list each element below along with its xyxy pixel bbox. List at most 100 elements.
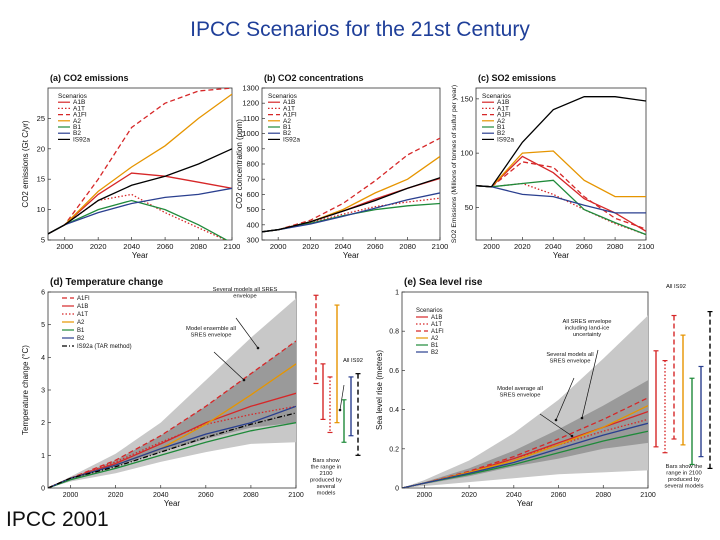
- annotation-text: produced by: [668, 477, 700, 483]
- annotation-arrowhead: [338, 408, 342, 412]
- y-tick-label: 20: [37, 144, 45, 153]
- panel-title: (d) Temperature change: [50, 277, 164, 288]
- annotation-text: All IS92: [666, 284, 686, 290]
- y-tick-label: 1200: [242, 99, 259, 108]
- y-tick-label: 0.8: [389, 329, 399, 336]
- annotation-text: SRES envelope: [191, 333, 232, 339]
- x-tick-label: 2040: [123, 242, 140, 251]
- legend-label: B1: [497, 124, 505, 131]
- series-line-a1t: [476, 182, 646, 236]
- legend-label: IS92a: [497, 136, 514, 143]
- legend-label: A1B: [73, 99, 85, 106]
- y-tick-label: 2: [41, 420, 45, 427]
- envelope-inner: [48, 341, 296, 488]
- series-line-b1: [48, 422, 296, 488]
- y-tick-label: 0.4: [389, 407, 399, 414]
- annotation-text: 2100: [320, 471, 333, 477]
- annotation-text: several models: [665, 484, 704, 490]
- x-tick-label: 2000: [417, 492, 433, 499]
- legend-label: B1: [283, 124, 291, 131]
- annotation-text: the range in: [311, 465, 342, 471]
- x-tick-label: 2100: [432, 242, 449, 251]
- legend-label: B2: [283, 130, 291, 137]
- y-axis-label: Sea level rise (metres): [375, 350, 384, 430]
- annotation-text: models: [317, 491, 336, 497]
- y-tick-label: 3: [41, 388, 45, 395]
- chart-panel-b: (b) CO2 concentrations 2000 2020 2040 2060 20…: [235, 73, 448, 260]
- x-tick-label: 2020: [302, 242, 319, 251]
- annotation-text: Bars show: [312, 458, 340, 464]
- annotation-text: Several models all: [546, 352, 593, 358]
- annotation-text: Bars show the: [666, 464, 703, 470]
- y-axis-label: CO2 concentration (ppm): [235, 119, 244, 209]
- y-tick-label: 300: [246, 236, 259, 245]
- x-tick-label: 2020: [108, 492, 124, 499]
- annotation-text: All IS92: [343, 358, 363, 364]
- legend-label: B1: [73, 124, 81, 131]
- y-tick-label: 1: [41, 453, 45, 460]
- series-line-is92a: [476, 96, 646, 188]
- x-tick-label: 2080: [595, 492, 611, 499]
- legend-label: A2: [77, 320, 85, 326]
- legend-label: A1T: [283, 105, 295, 112]
- panel-title: (e) Sea level rise: [404, 277, 483, 288]
- x-tick-label: 2100: [638, 242, 655, 251]
- annotation-arrowhead: [242, 378, 246, 382]
- annotation-text: several: [317, 484, 336, 490]
- y-tick-label: 1100: [243, 114, 259, 123]
- legend-title: Scenarios: [268, 93, 298, 100]
- legend-label: B2: [431, 350, 439, 356]
- plot-area: [476, 96, 646, 236]
- envelope-outer: [48, 298, 296, 488]
- panel-title: (a) CO2 emissions: [50, 73, 129, 83]
- legend-label: B2: [77, 336, 85, 342]
- annotation-text: Model average all: [497, 386, 543, 392]
- legend-title: Scenarios: [482, 93, 512, 100]
- series-line-is92a: [48, 412, 296, 488]
- slide-credit: IPCC 2001: [6, 508, 109, 531]
- x-tick-label: 2000: [270, 242, 287, 251]
- legend-label: A1T: [431, 322, 442, 328]
- y-tick-label: 400: [246, 220, 259, 229]
- x-axis-label: Year: [164, 499, 181, 508]
- series-line-a1t: [402, 418, 648, 488]
- y-tick-label: 800: [246, 160, 259, 169]
- legend-label: A1FI: [431, 329, 444, 335]
- y-tick-label: 0: [41, 486, 45, 493]
- x-tick-label: 2080: [243, 492, 259, 499]
- legend-label: A1FI: [283, 112, 297, 119]
- annotation-text: Several models all SRES: [213, 287, 278, 293]
- x-axis-label: Year: [517, 499, 534, 508]
- y-tick-label: 15: [37, 175, 45, 184]
- x-tick-label: 2000: [483, 242, 500, 251]
- y-axis-label: SO2 Emissions (Millions of tonnes of sul…: [451, 85, 458, 243]
- y-tick-label: 700: [246, 175, 259, 184]
- series-line-b2: [402, 422, 648, 488]
- x-tick-label: 2000: [56, 242, 73, 251]
- annotation-text: including land-ice: [565, 326, 610, 332]
- annotation-arrowhead: [256, 346, 260, 350]
- plot-area: [402, 315, 648, 488]
- y-tick-label: 4: [41, 355, 45, 362]
- annotation-arrowhead: [580, 416, 584, 420]
- y-tick-label: 900: [246, 144, 259, 153]
- annotation-arrow: [339, 384, 345, 411]
- y-tick-label: 1000: [242, 129, 259, 138]
- legend-title: Scenarios: [58, 93, 88, 100]
- x-tick-label: 2020: [514, 242, 531, 251]
- legend-label: B2: [73, 130, 81, 137]
- y-tick-label: 150: [460, 94, 473, 103]
- chart-panel-e: (e) Sea level rise 2000 2020 2040 2060 2080 21…: [375, 277, 713, 508]
- x-tick-label: 2100: [640, 492, 656, 499]
- panel-title: (c) SO2 emissions: [478, 73, 556, 83]
- legend-label: A1T: [73, 105, 85, 112]
- legend-label: IS92a: [283, 136, 300, 143]
- y-tick-label: 10: [37, 205, 45, 214]
- annotation-arrow: [539, 413, 573, 437]
- legend-label: IS92a: [73, 136, 90, 143]
- plot-area: [262, 137, 440, 233]
- y-tick-label: 50: [465, 203, 473, 212]
- x-tick-label: 2020: [90, 242, 107, 251]
- legend-label: A1FI: [77, 296, 90, 302]
